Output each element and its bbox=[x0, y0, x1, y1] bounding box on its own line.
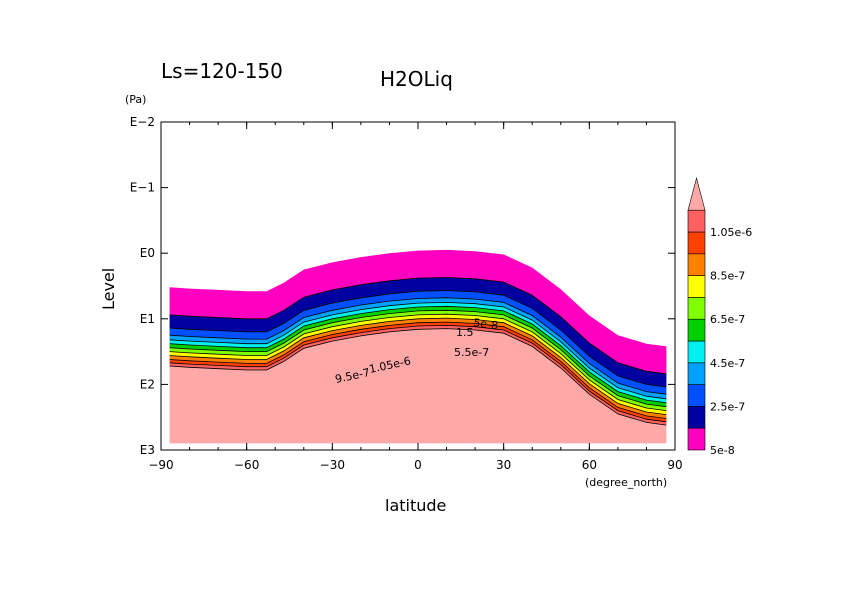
contour-line bbox=[169, 301, 667, 400]
contour-band-0 bbox=[169, 249, 667, 374]
contour-line bbox=[169, 324, 667, 423]
x-tick-label: −30 bbox=[320, 458, 345, 472]
x-tick-label: 30 bbox=[496, 458, 511, 472]
x-units-label: (degree_north) bbox=[585, 476, 667, 489]
colorbar-swatch bbox=[687, 427, 706, 451]
y-axis-label: Level bbox=[99, 268, 118, 310]
contour-fills bbox=[169, 249, 667, 444]
contour-label: 1.5 bbox=[456, 326, 474, 339]
colorbar-swatch bbox=[687, 406, 706, 429]
contour-band-1 bbox=[169, 277, 667, 387]
colorbar-label: 6.5e-7 bbox=[710, 313, 745, 326]
colorbar-label: 2.5e-7 bbox=[710, 400, 745, 413]
contour-line bbox=[169, 328, 667, 426]
colorbar-label: 4.5e-7 bbox=[710, 357, 745, 370]
colorbar-swatch bbox=[687, 384, 706, 407]
contour-label: 5.5e-7 bbox=[454, 346, 489, 359]
y-tick-label: E−1 bbox=[130, 181, 155, 195]
x-tick-label: −90 bbox=[148, 458, 173, 472]
contour-band-max bbox=[169, 328, 667, 444]
x-axis-label: latitude bbox=[385, 496, 446, 515]
y-tick-label: E2 bbox=[140, 377, 155, 391]
contour-line bbox=[169, 313, 667, 411]
colorbar-swatch bbox=[687, 231, 706, 255]
x-tick-label: 60 bbox=[582, 458, 597, 472]
x-tick-label: −60 bbox=[234, 458, 259, 472]
colorbar-swatch bbox=[687, 340, 706, 364]
contour-line bbox=[169, 290, 667, 388]
y-tick-label: E−2 bbox=[130, 115, 155, 129]
colorbar-swatch bbox=[687, 297, 706, 320]
y-tick-label: E0 bbox=[140, 246, 155, 260]
contour-line bbox=[169, 321, 667, 419]
colorbar-swatch bbox=[687, 318, 706, 342]
y-units-label: (Pa) bbox=[125, 93, 146, 106]
x-tick-label: 90 bbox=[667, 458, 682, 472]
contour-line bbox=[169, 305, 667, 404]
x-tick-label: 0 bbox=[414, 458, 422, 472]
colorbar-label: 5e-8 bbox=[710, 444, 735, 457]
contour-label: 5e-8 bbox=[473, 316, 499, 332]
y-tick-label: E3 bbox=[140, 443, 155, 457]
chart-subtitle: Ls=120-150 bbox=[161, 59, 283, 83]
contour-band-2 bbox=[169, 290, 667, 395]
colorbar-label: 1.05e-6 bbox=[710, 226, 752, 239]
colorbar-extend-arrow bbox=[687, 177, 706, 211]
contour-line bbox=[169, 309, 667, 408]
contour-lines bbox=[169, 277, 667, 426]
contour-line bbox=[169, 297, 667, 395]
contour-line bbox=[169, 277, 667, 375]
colorbar: 5e-8 2.5e-7 4.5e-7 6.5e-7 8.5e-7 1.05e-6 bbox=[687, 177, 752, 457]
colorbar-label: 8.5e-7 bbox=[710, 270, 745, 283]
colorbar-swatch bbox=[687, 362, 706, 385]
axis-ticks: −90 −60 −30 0 30 60 90 E−2 E−1 E0 E1 E2 E3 bbox=[130, 115, 683, 472]
contour-line bbox=[169, 317, 667, 415]
y-tick-label: E1 bbox=[140, 312, 155, 326]
colorbar-swatch bbox=[687, 275, 706, 298]
chart-title: H2OLiq bbox=[380, 67, 453, 91]
colorbar-swatch bbox=[687, 209, 706, 233]
colorbar-swatch bbox=[687, 253, 706, 276]
